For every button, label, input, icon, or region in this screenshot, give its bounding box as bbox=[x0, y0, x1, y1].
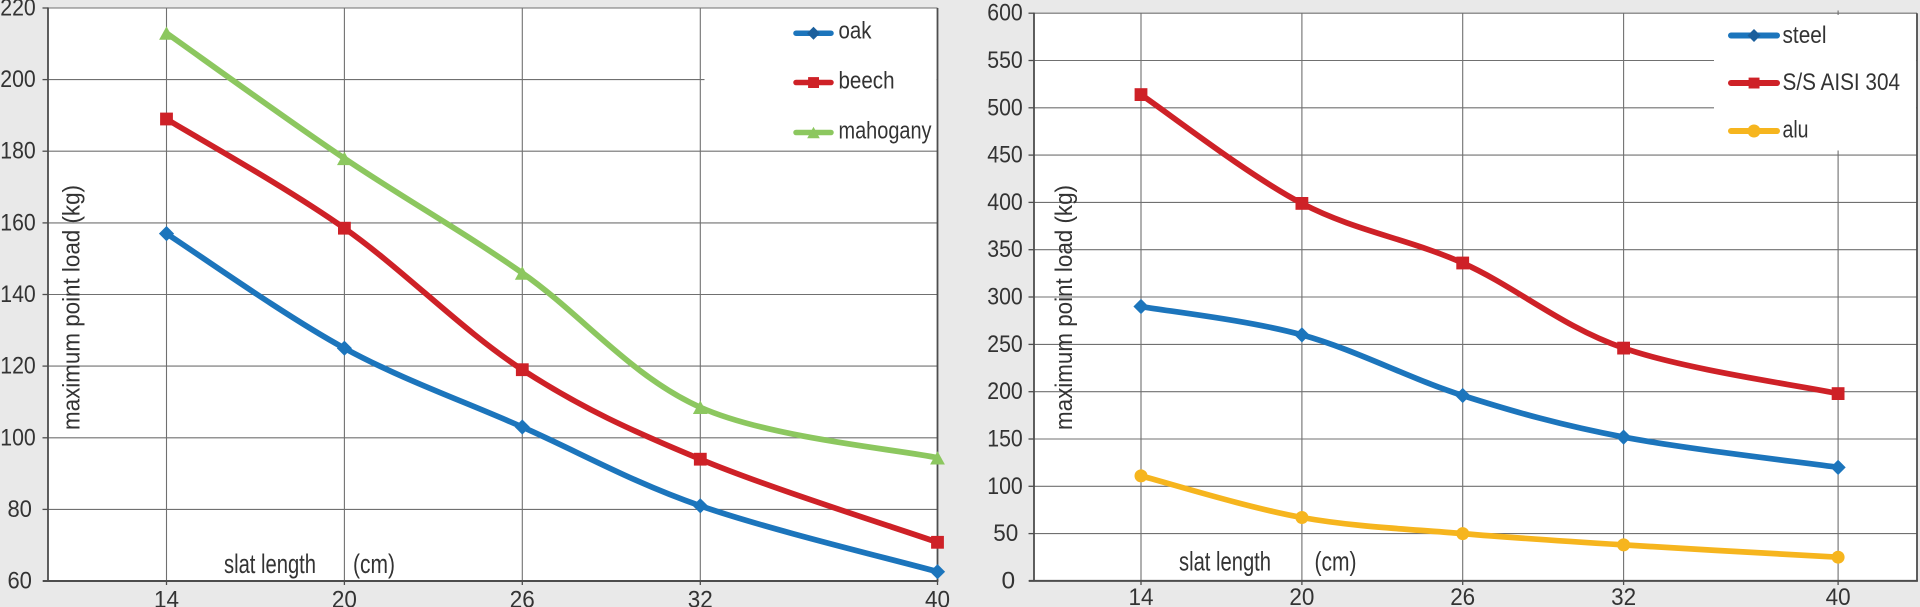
svg-text:32: 32 bbox=[1611, 584, 1636, 607]
svg-text:14: 14 bbox=[154, 587, 179, 607]
svg-text:180: 180 bbox=[0, 138, 36, 165]
svg-text:250: 250 bbox=[987, 331, 1023, 358]
svg-text:14: 14 bbox=[1129, 584, 1154, 607]
svg-text:60: 60 bbox=[7, 568, 32, 595]
svg-text:200: 200 bbox=[0, 66, 36, 93]
svg-text:26: 26 bbox=[510, 587, 535, 607]
svg-text:steel: steel bbox=[1783, 22, 1827, 49]
svg-text:450: 450 bbox=[987, 142, 1023, 169]
svg-text:(cm): (cm) bbox=[353, 549, 395, 579]
svg-text:0: 0 bbox=[1001, 567, 1015, 594]
svg-text:alu: alu bbox=[1783, 117, 1809, 144]
svg-text:mahogany: mahogany bbox=[839, 118, 932, 145]
svg-text:(cm): (cm) bbox=[1315, 547, 1357, 577]
svg-text:120: 120 bbox=[0, 353, 36, 380]
svg-text:600: 600 bbox=[987, 0, 1023, 27]
svg-text:220: 220 bbox=[0, 0, 36, 22]
svg-text:140: 140 bbox=[0, 281, 36, 308]
svg-text:32: 32 bbox=[688, 587, 713, 607]
svg-text:300: 300 bbox=[987, 284, 1023, 311]
svg-text:40: 40 bbox=[1826, 584, 1851, 607]
svg-text:20: 20 bbox=[1289, 584, 1314, 607]
svg-text:slat length: slat length bbox=[224, 549, 316, 579]
svg-text:maximum point load (kg): maximum point load (kg) bbox=[1051, 185, 1078, 430]
svg-text:maximum point load (kg): maximum point load (kg) bbox=[59, 185, 86, 430]
svg-text:80: 80 bbox=[7, 496, 32, 523]
svg-text:150: 150 bbox=[987, 426, 1023, 453]
svg-text:50: 50 bbox=[993, 520, 1018, 547]
svg-text:S/S AISI 304: S/S AISI 304 bbox=[1783, 69, 1901, 96]
svg-text:160: 160 bbox=[0, 209, 36, 236]
svg-text:500: 500 bbox=[987, 94, 1023, 121]
svg-text:26: 26 bbox=[1450, 584, 1475, 607]
svg-text:550: 550 bbox=[987, 47, 1023, 74]
svg-text:20: 20 bbox=[332, 587, 357, 607]
svg-text:100: 100 bbox=[987, 473, 1023, 500]
svg-text:oak: oak bbox=[839, 18, 873, 45]
svg-text:100: 100 bbox=[0, 424, 36, 451]
svg-text:200: 200 bbox=[987, 378, 1023, 405]
svg-text:350: 350 bbox=[987, 236, 1023, 263]
svg-text:slat length: slat length bbox=[1179, 547, 1271, 577]
svg-text:beech: beech bbox=[839, 68, 895, 95]
svg-text:400: 400 bbox=[987, 189, 1023, 216]
svg-text:40: 40 bbox=[925, 587, 950, 607]
